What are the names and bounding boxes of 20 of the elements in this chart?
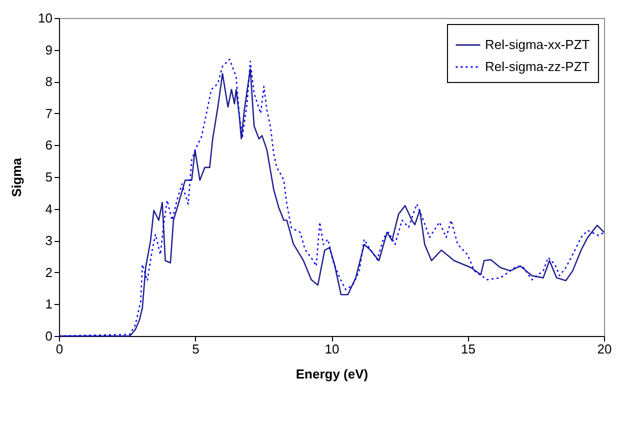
y-axis-title: Sigma <box>9 157 24 198</box>
y-tick-label: 7 <box>45 106 52 121</box>
y-tick-label: 3 <box>45 233 52 248</box>
y-tick-label: 2 <box>45 264 52 280</box>
y-tick-label: 1 <box>45 296 52 312</box>
y-tick-label: 8 <box>45 74 52 90</box>
x-tick-label: 15 <box>461 342 476 356</box>
x-axis-title: Energy (eV) <box>296 366 368 382</box>
x-tick-label: 5 <box>192 342 200 356</box>
legend-label: Rel-sigma-xx-PZT <box>485 37 590 52</box>
y-tick-label: 6 <box>45 138 52 153</box>
y-tick-label: 0 <box>45 328 52 344</box>
x-tick-label: 10 <box>324 342 340 356</box>
x-tick-label: 0 <box>56 342 64 356</box>
y-tick-label: 10 <box>38 10 52 26</box>
legend-label: Rel-sigma-zz-PZT <box>485 59 590 74</box>
y-tick-label: 9 <box>45 42 52 58</box>
x-tick-label: 20 <box>597 342 612 356</box>
y-tick-label: 5 <box>45 170 52 184</box>
y-tick-label: 4 <box>45 201 52 216</box>
